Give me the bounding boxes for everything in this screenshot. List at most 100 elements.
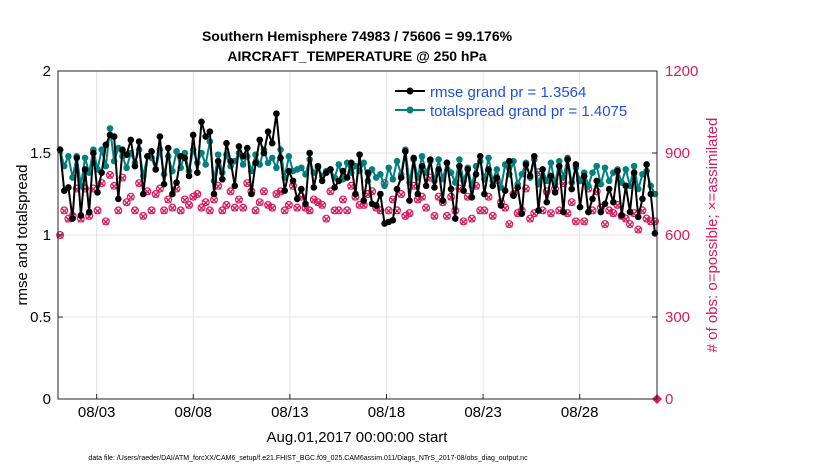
rmse-point	[310, 184, 318, 191]
rmse-point	[156, 133, 164, 140]
rmse-point	[252, 159, 259, 167]
totalspread-point	[555, 157, 563, 165]
obs-possible-marker	[293, 203, 302, 212]
rmse-point	[181, 154, 189, 162]
totalspread-point	[81, 154, 89, 162]
obs-assimilated-marker	[360, 202, 368, 209]
rmse-point	[98, 169, 105, 176]
x-tick-label: 08/03	[78, 404, 116, 421]
rmse-point	[639, 195, 646, 203]
totalspread-point	[605, 177, 613, 185]
totalspread-point	[456, 156, 463, 163]
right-tick-label: 900	[665, 145, 690, 162]
rmse-point	[493, 174, 501, 181]
left-tick-label: 1.5	[30, 145, 51, 162]
totalspread-point	[377, 171, 384, 178]
totalspread-point	[485, 154, 492, 162]
obs-assimilated-marker	[347, 183, 355, 190]
obs-possible-marker	[105, 170, 114, 179]
totalspread-point	[360, 159, 368, 167]
legend-rmse-label: rmse grand pr = 1.3564	[430, 84, 586, 101]
obs-possible-marker	[185, 200, 194, 209]
obs-possible-marker	[251, 206, 260, 215]
rmse-point	[289, 177, 297, 185]
legend-spread-marker	[406, 106, 414, 114]
rmse-point	[564, 156, 571, 163]
rmse-point	[397, 174, 405, 181]
obs-possible-marker	[309, 195, 318, 204]
obs-assimilated-marker	[260, 188, 268, 196]
obs-possible-marker	[401, 211, 410, 220]
obs-assimilated-marker	[106, 172, 114, 179]
totalspread-point	[65, 152, 72, 160]
obs-assimilated-marker	[135, 180, 143, 187]
rmse-point	[119, 146, 126, 154]
obs-assimilated-marker	[268, 204, 276, 212]
obs-assimilated-marker	[568, 199, 576, 207]
obs-possible-marker	[642, 214, 651, 223]
obs-possible-marker	[205, 206, 214, 215]
obs-possible-marker	[634, 225, 643, 234]
rmse-point	[630, 169, 638, 176]
rmse-point	[605, 185, 613, 193]
obs-possible-marker	[193, 190, 202, 199]
rmse-point	[248, 190, 255, 198]
obs-assimilated-marker	[256, 199, 264, 207]
rmse-point	[227, 157, 234, 165]
rmse-point	[239, 152, 247, 160]
obs-possible-marker	[322, 214, 331, 223]
obs-assimilated-marker	[310, 196, 318, 204]
obs-assimilated-marker	[139, 213, 147, 220]
rmse-point	[65, 184, 72, 191]
rmse-point	[476, 152, 484, 160]
rmse-point	[356, 151, 363, 158]
totalspread-point	[393, 157, 401, 165]
rmse-point	[260, 149, 268, 157]
rmse-point	[231, 182, 239, 190]
rmse-point	[647, 190, 655, 198]
obs-assimilated-marker	[210, 196, 218, 204]
rmse-point	[472, 171, 480, 178]
rmse-point	[352, 190, 359, 198]
right-tick-label: 600	[665, 227, 690, 244]
rmse-point	[235, 143, 243, 150]
right-axis-ticks: 0 300 600 900 1200	[652, 63, 698, 408]
rmse-point	[393, 185, 401, 193]
obs-assimilated-marker	[580, 218, 588, 226]
x-tick-label: 08/08	[174, 404, 212, 421]
rmse-point	[414, 190, 422, 198]
obs-assimilated-marker	[156, 185, 164, 193]
legend: rmse grand pr = 1.3564 totalspread grand…	[395, 84, 627, 120]
rmse-point	[285, 167, 293, 175]
totalspread-point	[630, 162, 638, 170]
totalspread-point	[381, 182, 388, 190]
totalspread-point	[173, 148, 180, 155]
rmse-point	[535, 207, 542, 214]
obs-assimilated-marker	[285, 202, 293, 209]
obs-assimilated-marker	[306, 207, 313, 215]
totalspread-point	[268, 154, 276, 162]
obs-possible-marker	[621, 214, 630, 223]
rmse-point	[268, 139, 276, 147]
obs-assimilated-marker	[343, 207, 351, 215]
right-tick-label: 0	[665, 391, 673, 408]
obs-possible-marker	[160, 206, 169, 215]
obs-assimilated-marker	[314, 199, 322, 207]
right-tick-label: 300	[665, 309, 690, 326]
obs-assimilated-marker	[385, 207, 392, 215]
rmse-point	[219, 175, 226, 183]
rmse-point	[214, 157, 222, 165]
rmse-point	[389, 216, 397, 224]
obs-possible-marker	[442, 211, 451, 220]
rmse-point	[264, 128, 272, 135]
rmse-point	[169, 190, 176, 198]
obs-assimilated-marker	[127, 193, 135, 201]
totalspread-point	[435, 156, 442, 163]
obs-possible-marker	[97, 179, 106, 188]
x-tick-label: 08/13	[271, 404, 309, 421]
obs-assimilated-marker	[198, 204, 205, 212]
obs-possible-marker	[368, 187, 377, 196]
rmse-point	[298, 185, 305, 193]
chart-title-line1: Southern Hemisphere 74983 / 75606 = 99.1…	[202, 28, 513, 44]
obs-possible-marker	[571, 217, 580, 226]
